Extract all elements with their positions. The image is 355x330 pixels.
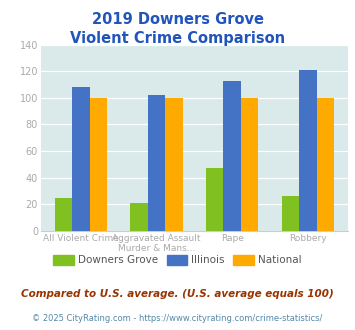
Bar (148, 95, 165, 231)
Bar (241, 98, 258, 231)
Bar (55, 198, 72, 231)
Bar (165, 98, 182, 231)
Bar (72, 87, 89, 231)
Bar (206, 168, 224, 231)
Text: © 2025 CityRating.com - https://www.cityrating.com/crime-statistics/: © 2025 CityRating.com - https://www.city… (32, 314, 323, 323)
Legend: Downers Grove, Illinois, National: Downers Grove, Illinois, National (49, 251, 306, 270)
Text: 2019 Downers Grove: 2019 Downers Grove (92, 12, 263, 26)
Bar (282, 196, 299, 231)
Bar (224, 81, 241, 231)
Text: Violent Crime Comparison: Violent Crime Comparison (70, 31, 285, 46)
Bar (89, 98, 107, 231)
Bar (317, 98, 334, 231)
Bar (299, 70, 317, 231)
Text: Compared to U.S. average. (U.S. average equals 100): Compared to U.S. average. (U.S. average … (21, 289, 334, 299)
Bar (130, 203, 148, 231)
